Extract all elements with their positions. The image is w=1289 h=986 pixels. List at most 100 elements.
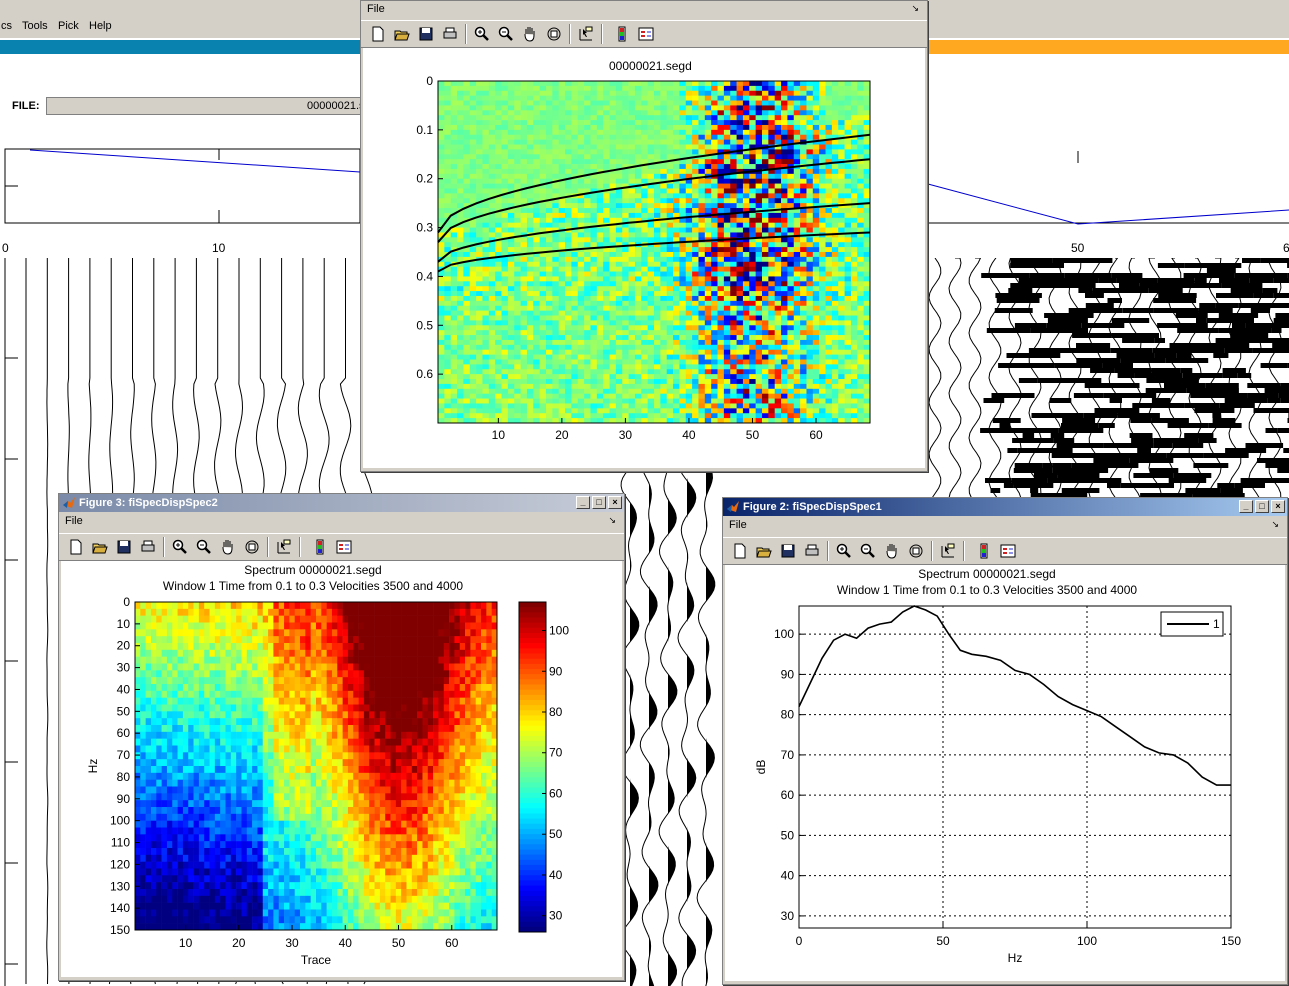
toolbar-separator [163,537,165,557]
zoom-in-button[interactable] [171,538,189,556]
figure2-title-bar[interactable]: Figure 2: fiSpecDispSpec1 _ □ × [723,498,1287,516]
seismic-block [1098,423,1115,428]
zoom-out-button[interactable] [195,538,213,556]
pan-hand-button[interactable] [521,25,539,43]
segd-image-plot[interactable]: 10 20 30 40 50 60 0 0.1 0.2 0.3 0.4 0.5 0.6 [363,48,925,468]
menu-dock-arrow-icon[interactable]: ↘ [911,3,919,13]
menu-dock-arrow-icon[interactable]: ↘ [1271,519,1279,529]
menu-item-help[interactable]: Help [89,20,112,32]
menu-dock-arrow-icon[interactable]: ↘ [608,515,616,525]
segd-ytick: 0.3 [416,221,433,235]
colorbar-button[interactable] [311,538,329,556]
seismic-block [1283,448,1289,453]
seismic-trace [1068,258,1082,499]
save-button[interactable] [417,25,435,43]
zoom-in-button[interactable] [473,25,491,43]
seismic-block [1031,448,1073,453]
menu-item-pick[interactable]: Pick [58,20,79,32]
print-button[interactable] [803,542,821,560]
f2-xtick: 100 [1077,934,1097,948]
open-file-button[interactable] [755,542,773,560]
pan-hand-button[interactable] [219,538,237,556]
zoom-out-button[interactable] [497,25,515,43]
legend-button[interactable] [335,538,353,556]
colorbar-button[interactable] [613,25,631,43]
seismic-block [1282,303,1289,308]
seismic-block [1234,273,1288,278]
colorbar-icon [316,539,324,555]
colorbar-button[interactable] [975,542,993,560]
colorbar-tick: 90 [549,664,563,678]
rotate-3d-button[interactable] [243,538,261,556]
seismic-block [1029,273,1065,278]
zoom-out-button[interactable] [859,542,877,560]
data-cursor-button[interactable] [577,25,595,43]
seismic-trace [620,258,640,986]
seismic-trace [1268,258,1282,499]
print-button[interactable] [441,25,459,43]
seismic-trace-fill [668,258,677,986]
segd-xtick: 20 [555,428,569,442]
seismic-block [1221,283,1263,288]
rotate-3d-button[interactable] [907,542,925,560]
seismic-wiggle-display [4,258,1289,986]
seismic-block [1109,453,1166,458]
f3-xtick: 50 [392,936,406,950]
print-button[interactable] [139,538,157,556]
f3-ytick: 20 [117,639,131,653]
pan-hand-button[interactable] [883,542,901,560]
maximize-button[interactable]: □ [1255,500,1269,513]
minimize-button[interactable]: _ [1239,500,1253,513]
figure3-title-bar[interactable]: Figure 3: fiSpecDispSpec2 _ □ × [59,494,624,512]
file-field[interactable]: 00000021.s [46,97,365,115]
data-cursor-button[interactable] [939,542,957,560]
spectrum-line-chart[interactable]: Spectrum 00000021.segd Window 1 Time from… [725,565,1285,981]
seismic-block [1068,308,1123,313]
new-file-icon [372,26,384,42]
chart-legend[interactable]: 1 [1160,611,1224,637]
seismic-block [1007,448,1018,453]
seismic-block [1014,463,1043,468]
save-button[interactable] [779,542,797,560]
menu-item-tools[interactable]: Tools [22,20,48,32]
segd-xtick: 40 [682,428,696,442]
save-button[interactable] [115,538,133,556]
maximize-button[interactable]: □ [592,496,606,509]
data-cursor-button[interactable] [275,538,293,556]
zoom-in-button[interactable] [835,542,853,560]
menu-file[interactable]: File [367,3,385,15]
seismic-block [1047,318,1088,323]
menu-file[interactable]: File [65,515,83,527]
colorbar-tick: 30 [549,909,563,923]
f3-ytick: 70 [117,748,131,762]
seismic-block [1186,388,1239,393]
seismic-block [1218,313,1259,318]
rotate-3d-button[interactable] [545,25,563,43]
minimize-button[interactable]: _ [576,496,590,509]
new-file-button[interactable] [731,542,749,560]
new-file-button[interactable] [369,25,387,43]
segd-ytick: 0.1 [416,123,433,137]
trace-tick-6: 6 [1283,241,1289,255]
menu-file[interactable]: File [729,519,747,531]
new-file-button[interactable] [67,538,85,556]
seismic-block [1003,483,1014,488]
figure-toolbar [361,20,927,48]
spectrum-heatmap[interactable]: Spectrum 00000021.segd Window 1 Time from… [61,561,622,977]
open-file-button[interactable] [91,538,109,556]
seismic-trace [1048,258,1062,499]
menu-item-cs[interactable]: cs [1,20,12,32]
f2-ytick: 80 [781,708,795,722]
close-button[interactable]: × [608,496,622,509]
f3-ytick: 110 [111,836,130,850]
legend-button[interactable] [637,25,655,43]
open-file-button[interactable] [393,25,411,43]
legend-button[interactable] [999,542,1017,560]
f2-ytick: 70 [781,748,795,762]
segd-ytick: 0.6 [416,367,433,381]
seismic-block [1184,263,1242,268]
colorbar-tick: 80 [549,705,563,719]
seismic-block [1166,453,1204,458]
seismic-block [985,478,1012,483]
close-button[interactable]: × [1271,500,1285,513]
